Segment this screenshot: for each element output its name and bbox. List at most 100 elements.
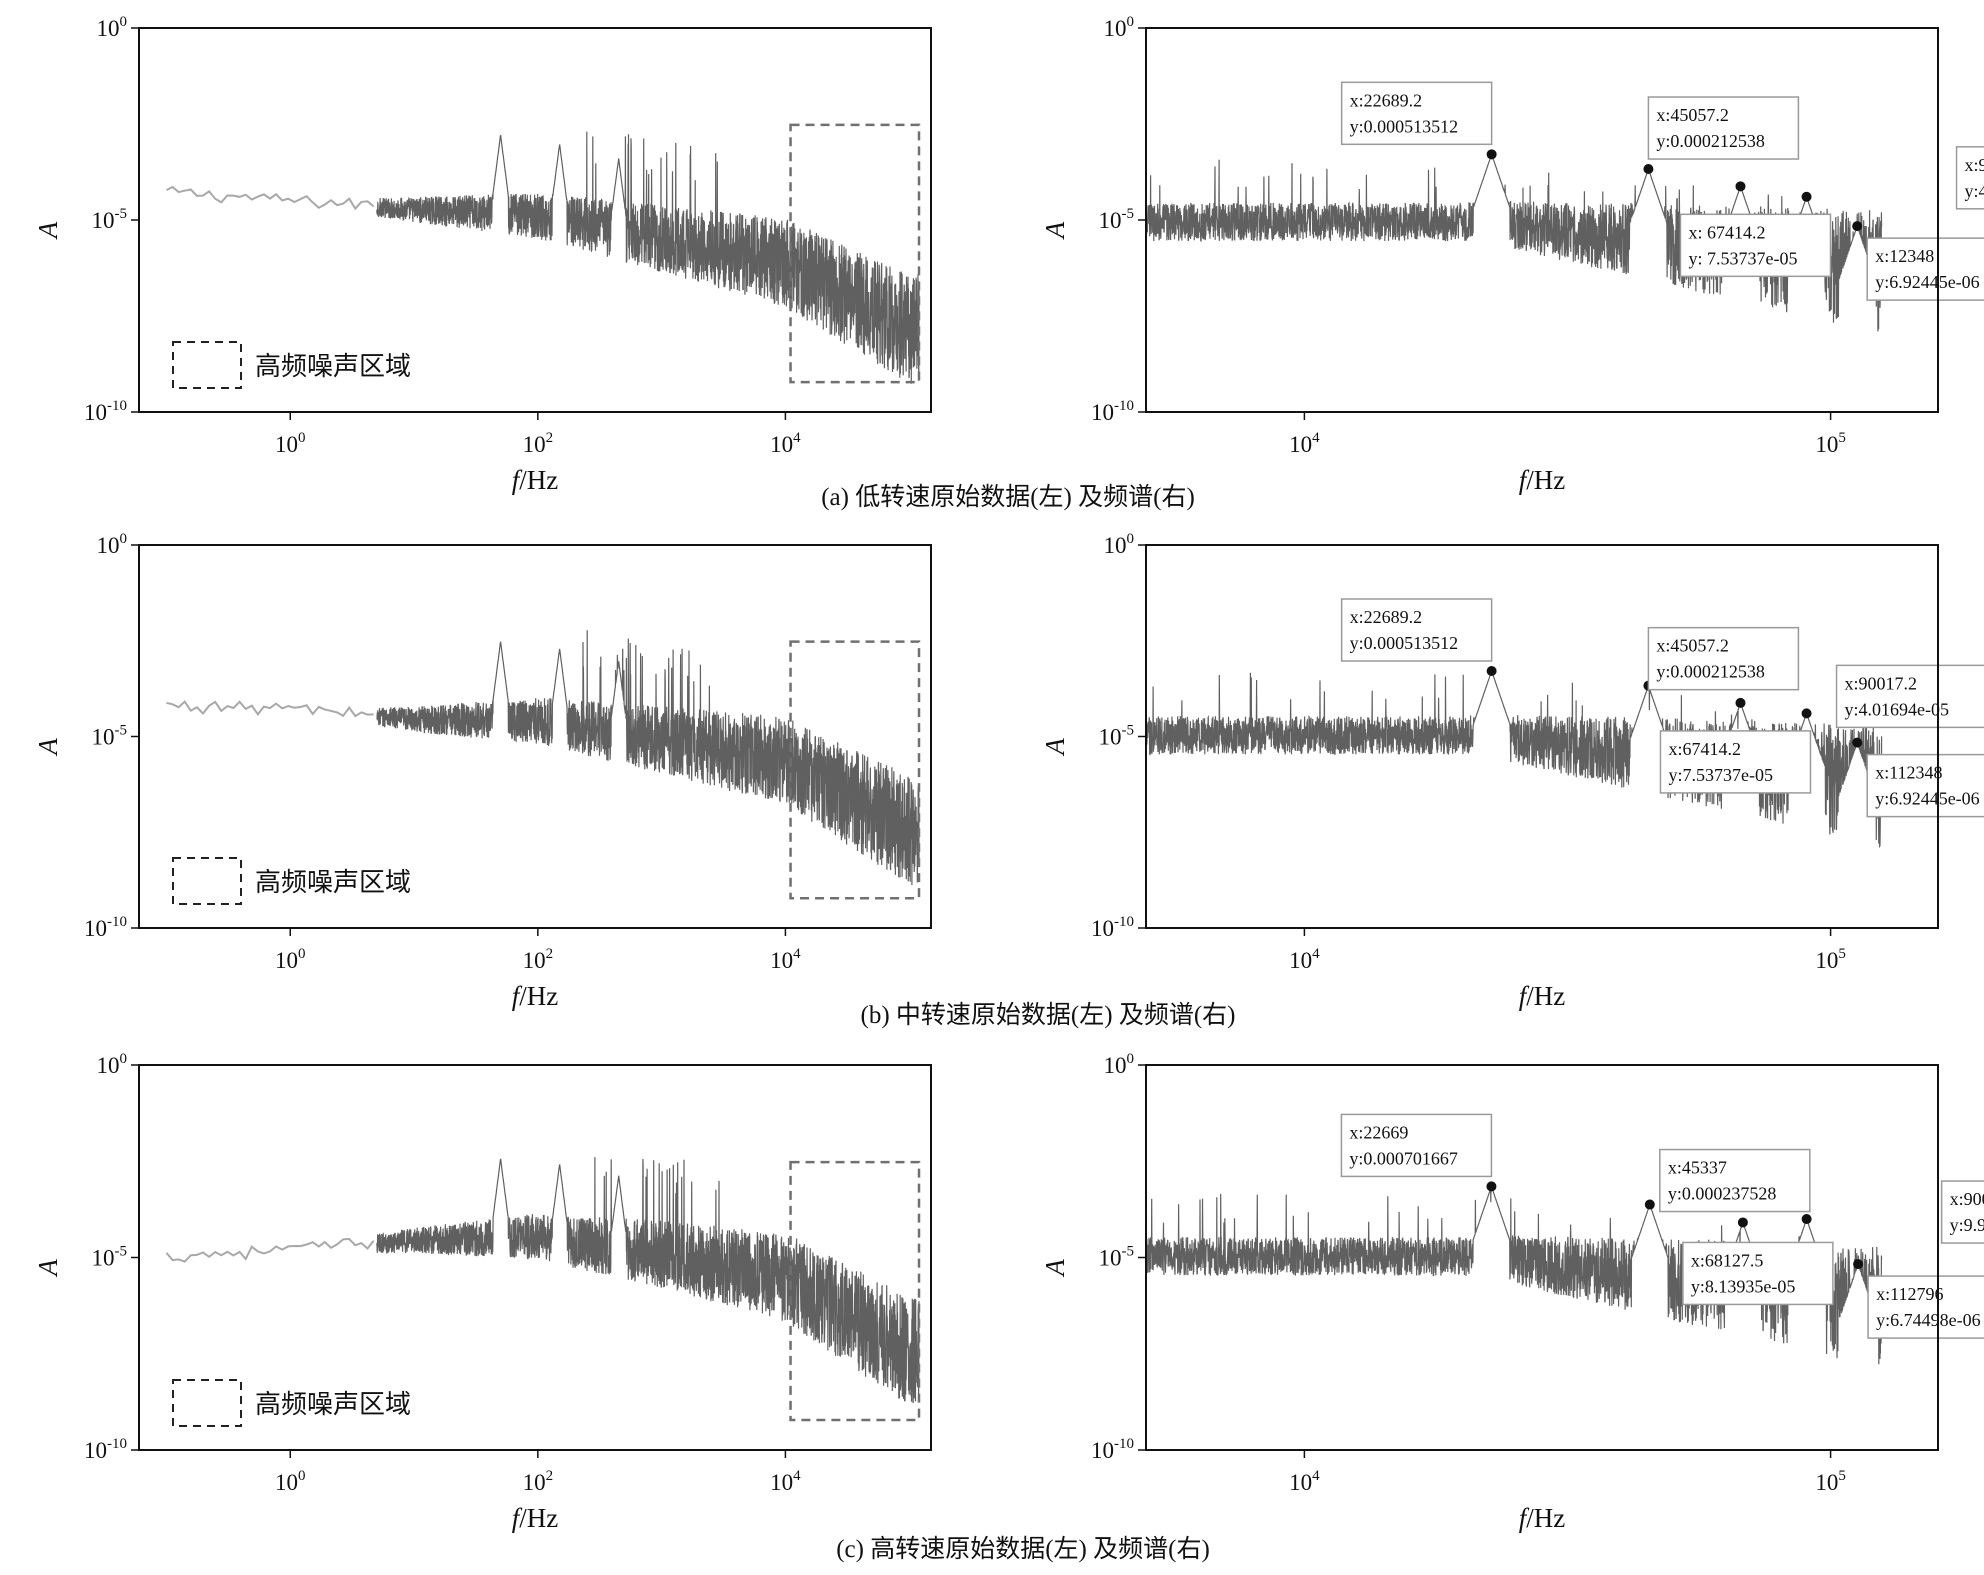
peak-marker[interactable] — [1735, 181, 1746, 192]
peak-marker[interactable] — [1737, 1217, 1748, 1228]
peak-marker[interactable] — [1801, 191, 1812, 202]
high-frequency-noise-region-box — [789, 640, 921, 900]
x-tick-label: 105 — [1815, 430, 1846, 457]
peak-annotation-box — [1682, 1241, 1834, 1306]
y-axis-title: A — [33, 738, 63, 757]
peak-marker[interactable] — [1735, 697, 1746, 708]
x-axis-title: f/Hz — [1519, 1503, 1566, 1533]
panel-a-right: x:22689.2 y:0.000513512 x:45057.2 y:0.00021… — [1040, 14, 1984, 495]
peak-marker[interactable] — [1486, 149, 1497, 160]
peak-annotation-box — [1866, 753, 1984, 818]
low-frequency-trace — [165, 1237, 375, 1263]
y-tick-label: 10-10 — [84, 398, 127, 425]
peak-annotation-x: x:90017.2 — [1845, 673, 1918, 693]
y-tick-label: 10-5 — [1099, 1244, 1135, 1271]
x-tick-label: 100 — [275, 946, 306, 973]
peak-annotation-x: x:45057.2 — [1656, 105, 1729, 125]
legend-dashed-swatch — [172, 1379, 242, 1427]
peak-annotation-y: y:9.97434e-05 — [1950, 1215, 1984, 1235]
plot-area — [166, 131, 920, 384]
low-frequency-trace — [166, 185, 375, 211]
low-frequency-trace — [166, 700, 374, 718]
peak-annotation-y: y:6.92445e-06 — [1875, 789, 1979, 809]
y-tick-label: 10-10 — [1091, 1436, 1134, 1463]
peak-marker[interactable] — [1643, 164, 1654, 175]
y-axis-title: A — [33, 1259, 63, 1278]
peak-annotation-box — [1940, 1180, 1984, 1244]
x-axis-title: f/Hz — [512, 1503, 559, 1533]
peak-annotation-x: x:112348 — [1875, 763, 1942, 783]
peak-annotation-y: y:0.000513512 — [1350, 633, 1459, 653]
row-caption-c: (c) 高转速原始数据(左) 及频谱(右) — [836, 1535, 1210, 1563]
panel-a-left: 高频噪声区域 100 102 104 100 10-5 10-10 f/Hz A — [33, 14, 932, 495]
high-frequency-noise-region-box — [789, 123, 921, 384]
y-tick-label: 10-10 — [84, 914, 127, 941]
x-tick-label: 104 — [1289, 430, 1320, 457]
peak-annotation-x: x:22669 — [1349, 1122, 1408, 1142]
panel-b-right: x:22689.2 y:0.000513512 x:45057.2 y:0.00021… — [1040, 531, 1984, 1011]
x-tick-label: 105 — [1815, 1468, 1846, 1495]
y-tick-label: 10-5 — [1099, 723, 1135, 750]
y-tick-label: 10-10 — [84, 1436, 127, 1463]
peak-annotation-x: x: 67414.2 — [1688, 222, 1765, 242]
y-tick-label: 100 — [1104, 531, 1135, 558]
legend-dashed-swatch — [172, 341, 242, 389]
y-axis-title: A — [1040, 738, 1070, 757]
spectrum-trace — [376, 630, 920, 886]
y-tick-label: 10-5 — [92, 723, 128, 750]
x-tick-label: 102 — [523, 430, 554, 457]
peak-marker[interactable] — [1801, 1214, 1812, 1225]
peak-annotation-x: x:45337 — [1668, 1158, 1727, 1178]
row-caption-a: (a) 低转速原始数据(左) 及频谱(右) — [821, 483, 1195, 511]
y-tick-label: 100 — [97, 1051, 128, 1078]
peak-annotation-y: y:0.000212538 — [1656, 662, 1765, 682]
peak-annotation-x: x:90017.2 — [1965, 155, 1984, 175]
plot-area — [166, 630, 920, 886]
peak-marker[interactable] — [1852, 221, 1863, 232]
x-tick-label: 104 — [1289, 1468, 1320, 1495]
x-tick-label: 102 — [523, 1468, 554, 1495]
y-tick-label: 100 — [1104, 14, 1135, 41]
peak-marker[interactable] — [1801, 708, 1812, 719]
x-tick-label: 105 — [1815, 946, 1846, 973]
peak-marker[interactable] — [1853, 1259, 1864, 1270]
peak-annotation-box — [1679, 213, 1832, 278]
peak-annotation-box — [1835, 664, 1984, 729]
peak-annotation-box — [1340, 598, 1493, 662]
x-axis-title: f/Hz — [512, 465, 559, 495]
y-tick-label: 10-5 — [92, 1244, 128, 1271]
peak-annotation-x: x:112796 — [1876, 1284, 1943, 1304]
x-tick-label: 104 — [1289, 946, 1320, 973]
peak-annotation-y: y:0.000701667 — [1349, 1148, 1458, 1168]
x-tick-label: 104 — [770, 1468, 801, 1495]
peak-annotation-y: y:7.53737e-05 — [1668, 765, 1772, 785]
panel-c-left: 高频噪声区域 100 102 104 100 10-5 10-10 f/Hz A — [33, 1051, 932, 1533]
y-tick-label: 10-10 — [1091, 914, 1134, 941]
peak-annotation-y: y:0.000237528 — [1668, 1184, 1777, 1204]
peak-annotation-box — [1659, 730, 1812, 794]
peak-annotation-y: y:6.74498e-06 — [1876, 1310, 1980, 1330]
x-axis-title: f/Hz — [1519, 981, 1566, 1011]
x-tick-label: 100 — [275, 430, 306, 457]
peak-annotation-x: x:22689.2 — [1350, 607, 1423, 627]
x-tick-label: 100 — [275, 1468, 306, 1495]
peak-annotation-box — [1659, 1148, 1811, 1213]
panels: 高频噪声区域 100 102 104 100 10-5 10-10 f/Hz Ax:22689.… — [33, 14, 1984, 1533]
peak-marker[interactable] — [1644, 1199, 1655, 1210]
x-tick-label: 104 — [770, 430, 801, 457]
peak-annotation-y: y:4.01694e-05 — [1965, 181, 1984, 201]
y-tick-label: 100 — [97, 531, 128, 558]
peak-annotation-box — [1647, 626, 1800, 691]
peak-annotation-box — [1955, 146, 1984, 210]
plot-area — [165, 1157, 920, 1404]
panel-c-right: x:22669 y:0.000701667 x:45337 y:0.000237528… — [1040, 1051, 1984, 1533]
peak-marker[interactable] — [1486, 1181, 1497, 1192]
spectrum-trace — [376, 1157, 920, 1404]
x-tick-label: 102 — [523, 946, 554, 973]
y-tick-label: 100 — [97, 14, 128, 41]
peak-annotation-x: x:90044.5 — [1950, 1189, 1984, 1209]
peak-annotation-x: x:12348 — [1875, 246, 1934, 266]
peak-marker[interactable] — [1486, 665, 1497, 676]
peak-marker[interactable] — [1852, 737, 1863, 748]
spectrum-trace — [376, 131, 920, 384]
